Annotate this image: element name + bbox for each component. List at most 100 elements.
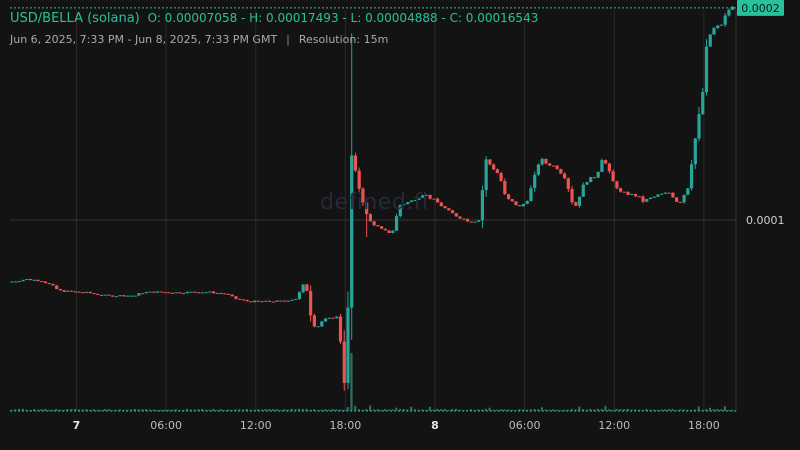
volume-bar: [436, 408, 439, 411]
candle-body: [111, 295, 115, 297]
volume-bar: [178, 409, 181, 411]
volume-bar: [357, 409, 361, 411]
candle-body: [47, 283, 51, 285]
volume-bar: [406, 409, 409, 411]
volume-bar: [156, 409, 159, 411]
candle-body: [432, 198, 436, 200]
candle-body: [469, 221, 473, 223]
candle-body: [73, 291, 77, 293]
volume-bar: [88, 409, 92, 411]
candle-body: [361, 188, 365, 203]
candle-body: [279, 300, 283, 302]
volume-bar: [107, 409, 110, 411]
candle-body: [379, 226, 384, 229]
candle-body: [671, 192, 675, 198]
volume-bar: [425, 409, 428, 411]
volume-bar: [563, 409, 566, 411]
volume-bar: [395, 407, 398, 411]
volume-bar: [305, 408, 308, 411]
candle-body: [140, 293, 145, 295]
x-tick-label: 06:00: [150, 419, 182, 432]
volume-bar: [174, 409, 178, 411]
volume-bar: [682, 409, 685, 411]
volume-bar: [600, 408, 603, 411]
candle-body: [447, 208, 451, 211]
candle-body: [208, 291, 212, 293]
candle-body: [260, 301, 264, 303]
x-tick-label: 18:00: [688, 419, 720, 432]
candle-body: [521, 203, 526, 207]
volume-bar: [727, 409, 730, 411]
candle-body: [133, 295, 137, 297]
volume-bar: [492, 409, 495, 411]
candle-body: [204, 292, 208, 294]
volume-bar: [36, 409, 39, 411]
volume-bar: [667, 408, 670, 411]
volume-bar: [656, 409, 659, 411]
volume-bar: [47, 409, 51, 411]
volume-bar: [238, 409, 241, 411]
volume-bar: [454, 408, 458, 411]
volume-bar: [428, 406, 431, 411]
volume-bar: [447, 409, 450, 411]
candle-body: [148, 291, 152, 293]
volume-bar: [548, 409, 551, 411]
ohlc-readout: O: 0.00007058 - H: 0.00017493 - L: 0.000…: [147, 11, 539, 25]
volume-bar: [469, 409, 473, 411]
candle-body: [398, 205, 402, 217]
volume-bar: [365, 408, 368, 411]
candle-body: [615, 181, 619, 189]
candle-body: [596, 171, 600, 178]
volume-bar: [59, 409, 62, 411]
volume-bar: [25, 409, 28, 411]
candle-body: [514, 201, 518, 206]
candle-body: [492, 164, 496, 170]
volume-bar: [320, 409, 323, 411]
volume-bar: [518, 409, 521, 411]
candle-body: [241, 299, 246, 301]
candle-body: [163, 292, 167, 294]
candle-body: [663, 192, 668, 194]
candle-body: [107, 294, 111, 296]
volume-bar: [256, 409, 260, 411]
candle-body: [693, 138, 697, 165]
volume-bar: [525, 409, 529, 411]
candle-body: [633, 193, 638, 197]
candle-body: [678, 201, 682, 203]
volume-bar: [92, 409, 95, 411]
candle-body: [62, 290, 66, 292]
volume-bar: [566, 409, 570, 411]
volume-bar: [484, 408, 487, 411]
volume-bar: [581, 409, 585, 411]
volume-bar: [402, 408, 405, 411]
candle-body: [51, 283, 55, 286]
candle-body: [238, 298, 242, 300]
candle-body: [10, 281, 14, 283]
volume-bar: [152, 409, 155, 411]
candle-body: [697, 114, 701, 139]
volume-bar: [608, 409, 611, 411]
candle-body: [708, 34, 712, 47]
candle-body: [536, 164, 541, 175]
candle-body: [126, 295, 130, 297]
volume-bar: [111, 409, 114, 411]
candle-body: [99, 294, 104, 296]
volume-bar: [275, 409, 278, 411]
candle-body: [450, 210, 455, 214]
x-tick-label: 18:00: [330, 419, 362, 432]
volume-bar: [354, 405, 357, 411]
candle-body: [387, 230, 391, 233]
x-tick-label: 06:00: [509, 419, 541, 432]
chart-subheader: Jun 6, 2025, 7:33 PM - Jun 8, 2025, 7:33…: [10, 33, 388, 46]
candle-body: [305, 284, 309, 291]
volume-bar: [410, 406, 413, 411]
candle-body: [88, 291, 92, 294]
volume-bar: [376, 409, 379, 411]
candle-body: [581, 184, 585, 197]
candle-body: [338, 316, 343, 342]
candle-body: [417, 197, 421, 201]
volume-bar: [115, 409, 118, 411]
candle-body: [712, 28, 716, 35]
